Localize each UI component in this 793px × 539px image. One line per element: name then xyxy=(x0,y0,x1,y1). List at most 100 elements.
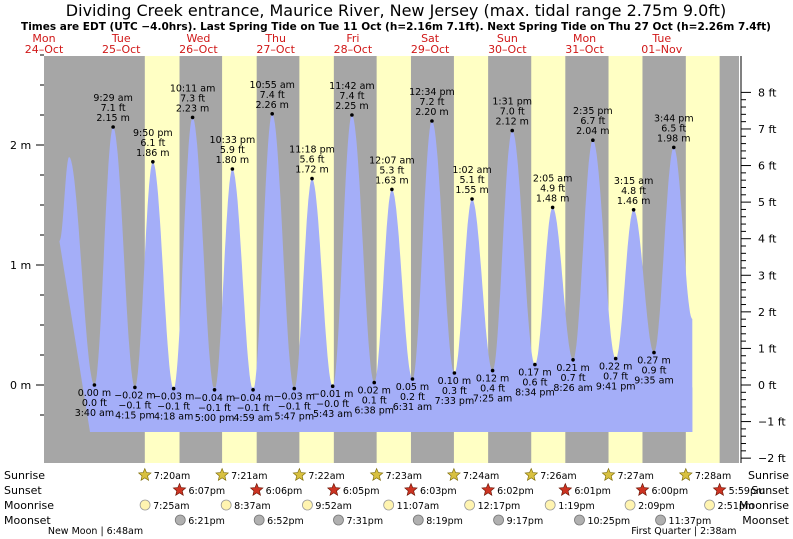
row-label-right: Moonset xyxy=(742,514,789,527)
tide-low-m-label: 0.17 m xyxy=(518,368,551,379)
sunrise-icon xyxy=(369,467,384,481)
sunrise-icon xyxy=(678,467,693,481)
moonset-time: 9:17pm xyxy=(507,516,544,527)
tide-low-time-label: 5:47 pm xyxy=(274,412,314,423)
tide-low-ft-label: 0.3 ft xyxy=(442,386,467,397)
moonrise-icon xyxy=(139,499,151,511)
axes: −2 ft −1 ft 0 ft 1 ft 2 ft 3 ft 4 ft 5 ft 6 ft 7 … xyxy=(10,54,786,465)
left-tick-label: 0 m xyxy=(10,379,31,392)
tide-high-m-label: 1.55 m xyxy=(455,185,488,196)
tide-point-12 xyxy=(330,384,335,389)
tide-high-ft-label: 7.2 ft xyxy=(419,97,444,108)
sunset-time: 6:07pm xyxy=(189,486,226,497)
tide-high-m-label: 2.12 m xyxy=(496,117,529,128)
tide-low-time-label: 4:59 am xyxy=(233,413,272,424)
tide-low-m-label: −0.03 m xyxy=(274,392,315,403)
tide-low-m-label: −0.04 m xyxy=(232,393,273,404)
tide-low-ft-label: 0.6 ft xyxy=(522,378,547,389)
tide-low-m-label: −0.03 m xyxy=(153,392,194,403)
moonrise-time: 7:25am xyxy=(153,501,189,512)
row-label-right: Sunset xyxy=(751,484,789,497)
day-name: Sat xyxy=(421,32,440,45)
moonset-icon xyxy=(253,514,265,526)
tide-low-ft-label: −0.1 ft xyxy=(198,403,231,414)
tide-low-m-label: 0.10 m xyxy=(438,376,471,387)
tide-high-ft-label: 6.7 ft xyxy=(580,116,605,127)
right-tick-label: 3 ft xyxy=(758,269,777,282)
tide-low-ft-label: 0.1 ft xyxy=(362,396,387,407)
tide-low-m-label: 0.22 m xyxy=(599,362,632,373)
tide-low-ft-label: −0.0 ft xyxy=(316,399,349,410)
moonset-icon xyxy=(412,514,424,526)
moonset-time: 8:19pm xyxy=(426,516,463,527)
tide-high-time-label: 11:18 pm xyxy=(289,145,335,156)
moonrise-time: 1:19pm xyxy=(558,501,595,512)
day-name: Tue xyxy=(651,32,671,45)
sunrise-icon xyxy=(137,467,152,481)
tide-low-m-label: 0.05 m xyxy=(396,382,429,393)
tide-point-2 xyxy=(133,385,137,390)
tide-point-18 xyxy=(452,371,457,375)
tide-point-7 xyxy=(230,167,235,171)
tide-high-ft-label: 4.8 ft xyxy=(621,186,646,197)
row-label-right: Sunrise xyxy=(748,469,789,482)
day-name: Tue xyxy=(111,32,131,45)
tide-high-ft-label: 7.4 ft xyxy=(260,90,285,101)
tide-low-ft-label: −0.1 ft xyxy=(237,403,270,414)
moonrise-icon xyxy=(464,499,476,511)
sunrise-icon xyxy=(601,467,616,481)
tide-point-15 xyxy=(390,187,394,192)
moonset-time: 6:52pm xyxy=(267,516,304,527)
sunrise-icon xyxy=(292,467,307,481)
right-tick-label: 5 ft xyxy=(758,196,777,209)
day-date: 31–Oct xyxy=(565,43,604,56)
tide-low-m-label: −0.02 m xyxy=(114,390,155,401)
moonset-time: 7:31pm xyxy=(346,516,383,527)
moonrise-time: 12:17pm xyxy=(478,501,521,512)
tide-high-m-label: 2.23 m xyxy=(176,103,209,114)
tide-high-m-label: 2.25 m xyxy=(335,101,368,112)
sunrise-icon xyxy=(215,467,230,481)
tide-high-time-label: 9:29 am xyxy=(93,93,132,104)
tide-high-time-label: 12:34 pm xyxy=(409,87,455,98)
tide-high-ft-label: 7.0 ft xyxy=(500,107,525,118)
sunset-time: 6:06pm xyxy=(266,486,303,497)
tide-high-time-label: 2:35 pm xyxy=(573,106,613,117)
tide-point-6 xyxy=(212,388,217,392)
tide-point-20 xyxy=(490,368,495,373)
tide-high-time-label: 12:07 am xyxy=(369,155,414,166)
tide-high-ft-label: 6.5 ft xyxy=(661,123,686,134)
sunrise-time: 7:27am xyxy=(618,471,654,482)
right-tick-label: 2 ft xyxy=(758,306,777,319)
tide-point-13 xyxy=(350,113,354,117)
sunrise-icon xyxy=(524,467,539,481)
tide-high-m-label: 1.46 m xyxy=(617,196,650,207)
tide-low-ft-label: −0.1 ft xyxy=(118,400,151,411)
moonset-icon xyxy=(655,514,666,526)
moonrise-time: 11:07am xyxy=(397,501,439,512)
sunrise-time: 7:22am xyxy=(308,471,344,482)
tide-high-time-label: 1:02 am xyxy=(452,165,491,176)
tide-high-time-label: 1:31 pm xyxy=(492,97,532,108)
day-date: 28–Oct xyxy=(334,43,373,56)
tide-point-27 xyxy=(631,208,636,212)
tide-low-ft-label: 0.4 ft xyxy=(480,384,505,395)
right-tick-label: 8 ft xyxy=(758,86,777,99)
sunrise-time: 7:24am xyxy=(463,471,499,482)
tide-low-m-label: 0.12 m xyxy=(476,374,509,385)
day-headers: Mon24–OctTue25–OctWed26–OctThu27–OctFri2… xyxy=(25,32,683,56)
tide-low-time-label: 5:43 am xyxy=(313,409,352,420)
tide-point-24 xyxy=(571,358,575,362)
sunset-icon xyxy=(558,482,573,496)
sunrise-time: 7:21am xyxy=(231,471,267,482)
right-tick-label: 7 ft xyxy=(758,123,777,136)
sunset-time: 6:05pm xyxy=(343,486,380,497)
sunset-icon xyxy=(404,482,418,496)
chart-subtitle: Times are EDT (UTC −4.0hrs). Last Spring… xyxy=(21,21,771,33)
tide-point-0 xyxy=(92,383,97,387)
tide-point-29 xyxy=(671,145,676,150)
day-date: 25–Oct xyxy=(102,43,141,56)
day-name: Wed xyxy=(186,32,210,45)
moonrise-icon xyxy=(220,499,232,511)
sunset-icon xyxy=(635,482,650,496)
